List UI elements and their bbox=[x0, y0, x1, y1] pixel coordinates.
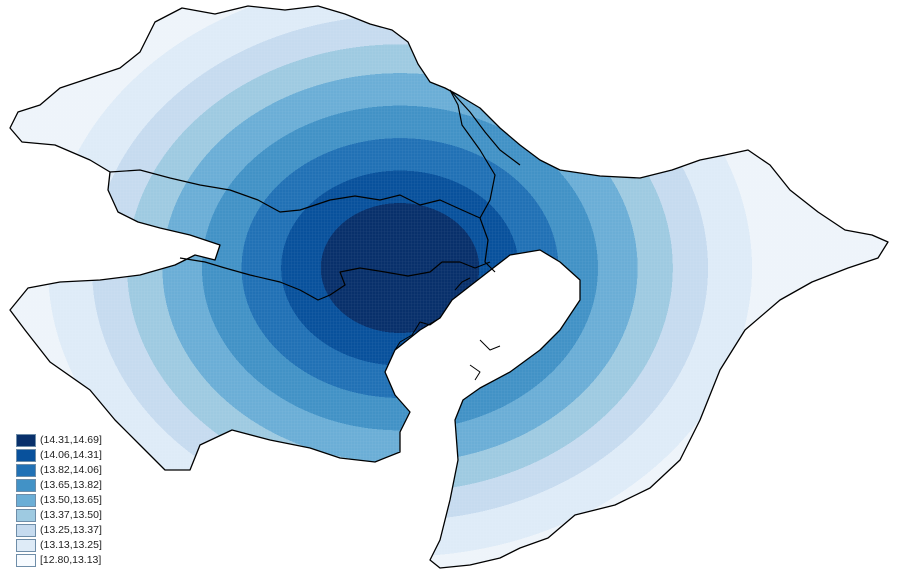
boundary-tokyo-kanagawa bbox=[179, 257, 491, 301]
coast-inner-bay bbox=[394, 277, 501, 381]
legend-swatch bbox=[16, 433, 36, 447]
legend-label: (13.65,13.82] bbox=[40, 479, 102, 491]
legend-item: (13.65,13.82] bbox=[16, 478, 102, 492]
boundary-saitama-chiba bbox=[449, 89, 521, 166]
boundary-saitama-tokyo bbox=[109, 89, 496, 219]
legend-swatch bbox=[16, 463, 36, 477]
legend-label: (14.31,14.69] bbox=[40, 434, 102, 446]
legend-swatch bbox=[16, 553, 36, 567]
legend-label: (13.37,13.50] bbox=[40, 509, 102, 521]
legend-swatch bbox=[16, 493, 36, 507]
legend-swatch bbox=[16, 448, 36, 462]
region-outline bbox=[9, 5, 889, 569]
legend-item: (13.50,13.65] bbox=[16, 493, 102, 507]
legend-item: (13.13,13.25] bbox=[16, 538, 102, 552]
legend-swatch bbox=[16, 538, 36, 552]
legend-item: (13.37,13.50] bbox=[16, 508, 102, 522]
legend-label: (14.06,14.31] bbox=[40, 449, 102, 461]
legend-label: [12.80,13.13] bbox=[40, 554, 102, 566]
legend-swatch bbox=[16, 478, 36, 492]
legend-item: (13.82,14.06] bbox=[16, 463, 102, 477]
legend-item: (13.25,13.37] bbox=[16, 523, 102, 537]
legend-swatch bbox=[16, 508, 36, 522]
legend-label: (13.82,14.06] bbox=[40, 464, 102, 476]
legend: (14.31,14.69] (14.06,14.31] (13.82,14.06… bbox=[16, 433, 102, 568]
legend-label: (13.50,13.65] bbox=[40, 494, 102, 506]
legend-swatch bbox=[16, 523, 36, 537]
legend-item: [12.80,13.13] bbox=[16, 553, 102, 567]
legend-label: (13.13,13.25] bbox=[40, 539, 102, 551]
legend-item: (14.06,14.31] bbox=[16, 448, 102, 462]
legend-item: (14.31,14.69] bbox=[16, 433, 102, 447]
legend-label: (13.25,13.37] bbox=[40, 524, 102, 536]
boundary-tokyo-chiba bbox=[479, 217, 496, 273]
